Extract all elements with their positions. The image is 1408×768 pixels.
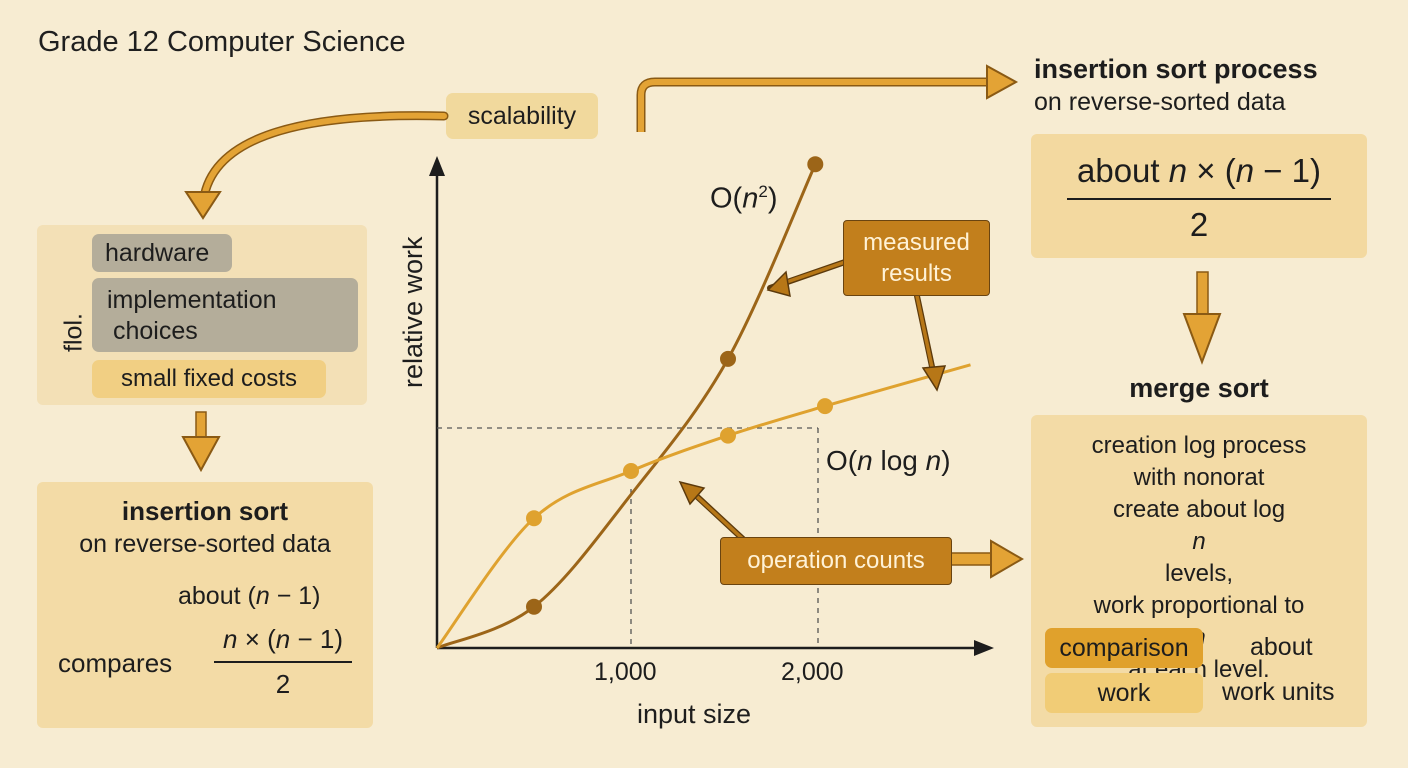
factor-hardware: hardware bbox=[92, 234, 232, 272]
factors-side-label: flol. bbox=[59, 313, 88, 352]
insertion-process-title: insertion sort process bbox=[1034, 54, 1318, 84]
x-tick-2000: 2,000 bbox=[781, 658, 844, 686]
merge-about-label: about bbox=[1250, 633, 1313, 661]
y-axis-label: relative work bbox=[398, 236, 428, 388]
arrow-process-to-merge bbox=[1182, 271, 1222, 365]
arrow-factors-to-insertion bbox=[181, 411, 221, 473]
insertion-sort-title: insertion sort bbox=[121, 496, 289, 526]
factor-fixed-costs: small fixed costs bbox=[92, 360, 326, 398]
chart-axes bbox=[429, 156, 994, 656]
series-label-n2: O(n2) bbox=[710, 182, 778, 215]
series-line-1 bbox=[435, 363, 971, 649]
chart-series-layer bbox=[435, 156, 971, 650]
page-title: Grade 12 Computer Science bbox=[38, 26, 406, 58]
arrow-head-process bbox=[986, 64, 1019, 100]
series-0-point-1 bbox=[720, 350, 736, 367]
series-label-nlogn: O(n log n) bbox=[826, 445, 951, 476]
series-0-point-0 bbox=[526, 598, 542, 615]
scalability-label: scalability bbox=[446, 93, 598, 139]
operation-counts-callout: operation counts bbox=[720, 537, 952, 585]
insertion-process-fraction: about n × (n − 1) 2 bbox=[1067, 152, 1331, 244]
callout-pointers bbox=[678, 259, 947, 543]
series-1-point-2 bbox=[720, 427, 736, 444]
factor-implementation: implementation choices bbox=[92, 278, 358, 352]
series-1-point-0 bbox=[526, 510, 542, 527]
merge-work-units-label: work units bbox=[1222, 678, 1335, 706]
arrow-to-insertion-process bbox=[638, 79, 990, 132]
insertion-fraction: n × (n − 1) 2 bbox=[214, 624, 352, 700]
insertion-sort-panel bbox=[37, 482, 373, 728]
measured-results-callout: measured results bbox=[843, 220, 990, 296]
x-tick-1000: 1,000 bbox=[594, 658, 657, 686]
insertion-about: about (n − 1) bbox=[178, 582, 321, 610]
insertion-process-subtitle: on reverse-sorted data bbox=[1034, 88, 1286, 116]
comparison-pill: comparison bbox=[1045, 628, 1203, 668]
insertion-process-panel bbox=[1031, 134, 1367, 258]
arrow-head-factors bbox=[184, 191, 222, 220]
insertion-sort-subtitle: on reverse-sorted data bbox=[79, 530, 331, 558]
series-1-point-1 bbox=[623, 463, 639, 479]
x-axis-label: input size bbox=[637, 699, 752, 729]
series-line-0 bbox=[436, 163, 817, 650]
work-pill: work bbox=[1045, 673, 1203, 713]
series-0-point-2 bbox=[807, 156, 824, 173]
merge-sort-title: merge sort bbox=[1129, 373, 1269, 403]
arrow-opcounts-to-merge bbox=[950, 539, 1024, 579]
insertion-compares-label: compares bbox=[58, 648, 173, 678]
series-1-point-3 bbox=[817, 398, 833, 415]
